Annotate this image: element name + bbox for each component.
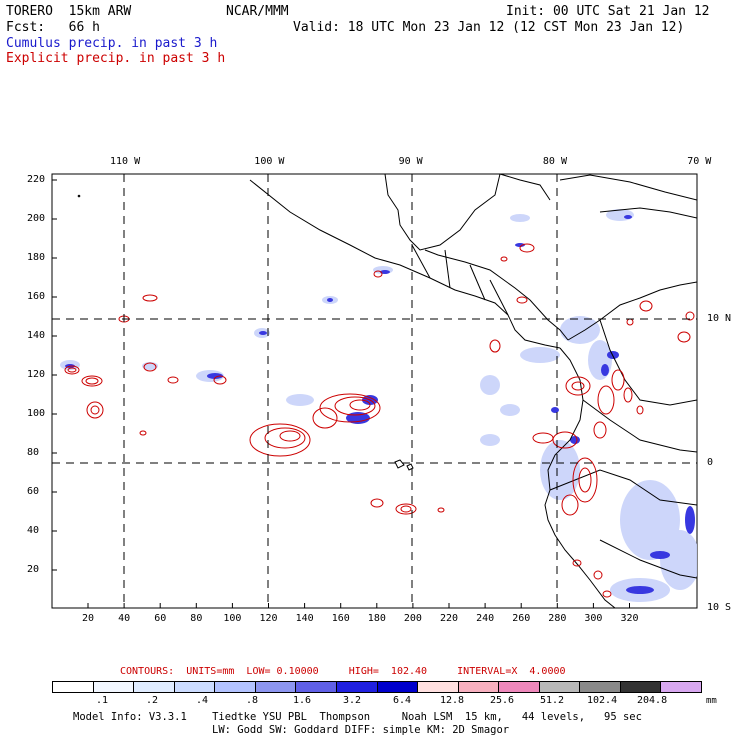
- x-tick-label: 320: [620, 613, 639, 624]
- graticule: [52, 174, 697, 608]
- colorbar-swatch: [93, 682, 135, 692]
- x-tick-label: 80: [190, 613, 203, 624]
- colorbar-label: 6.4: [393, 695, 412, 706]
- x-tick-label: 40: [118, 613, 131, 624]
- explicit-precip-contours: [64, 243, 695, 598]
- y-tick-label: 60: [27, 486, 40, 497]
- physics-info: LW: Godd SW: Goddard DIFF: simple KM: 2D…: [212, 724, 510, 736]
- latitude-label: 10 N: [707, 312, 732, 324]
- colorbar-units: mm: [706, 696, 717, 706]
- colorbar-swatch: [418, 682, 459, 692]
- explicit-precip-label: Explicit precip. in past 3 h: [6, 51, 226, 66]
- init-time: Init: 00 UTC Sat 21 Jan 12: [506, 4, 710, 19]
- y-tick-label: 20: [27, 564, 40, 575]
- map-frame: [51, 173, 698, 609]
- y-tick-label: 180: [27, 252, 46, 263]
- longitude-label: 110 W: [110, 156, 141, 167]
- latitude-label: 0: [707, 457, 714, 468]
- y-tick-label: 120: [27, 369, 46, 380]
- colorbar-label: 204.8: [637, 695, 668, 706]
- colorbar-label: 12.8: [440, 695, 465, 706]
- longitude-label: 90 W: [398, 156, 423, 167]
- y-tick-label: 40: [27, 525, 40, 536]
- latitude-label: 10 S: [707, 601, 732, 613]
- x-tick-label: 300: [584, 613, 603, 624]
- colorbar-swatch: [296, 682, 337, 692]
- x-tick-label: 260: [512, 613, 531, 624]
- cumulus-precip-field: [60, 209, 697, 602]
- model-title: TORERO 15km ARW: [6, 4, 132, 19]
- colorbar-swatch: [499, 682, 540, 692]
- x-tick-label: 160: [331, 613, 350, 624]
- cumulus-precip-label: Cumulus precip. in past 3 h: [6, 36, 218, 51]
- x-tick-label: 280: [548, 613, 567, 624]
- x-tick-label: 100: [223, 613, 242, 624]
- colorbar-swatch: [377, 682, 419, 692]
- coastlines: [77, 174, 697, 608]
- y-tick-label: 80: [27, 447, 40, 458]
- x-tick-label: 180: [367, 613, 386, 624]
- y-tick-label: 160: [27, 291, 46, 302]
- colorbar-swatch: [580, 682, 621, 692]
- forecast-hour: Fcst: 66 h: [6, 20, 100, 35]
- valid-time: Valid: 18 UTC Mon 23 Jan 12 (12 CST Mon …: [293, 20, 685, 35]
- colorbar-label: .1: [96, 695, 109, 706]
- x-tick-label: 60: [154, 613, 167, 624]
- center-name: NCAR/MMM: [226, 4, 289, 19]
- colorbar-swatch: [539, 682, 581, 692]
- colorbar-label: 3.2: [343, 695, 362, 706]
- colorbar-label: 102.4: [587, 695, 618, 706]
- colorbar-label: .4: [196, 695, 209, 706]
- colorbar: [52, 681, 702, 693]
- contour-info: CONTOURS: UNITS=mm LOW= 0.10000 HIGH= 10…: [120, 666, 566, 677]
- x-tick-label: 120: [259, 613, 278, 624]
- y-tick-label: 140: [27, 330, 46, 341]
- y-tick-label: 100: [27, 408, 46, 419]
- colorbar-label: .8: [246, 695, 259, 706]
- colorbar-swatch: [458, 682, 500, 692]
- colorbar-swatch: [661, 682, 701, 692]
- axis-ticks: [52, 179, 630, 608]
- colorbar-swatch: [620, 682, 662, 692]
- x-tick-label: 240: [476, 613, 495, 624]
- colorbar-label: 1.6: [293, 695, 312, 706]
- colorbar-swatch: [53, 682, 94, 692]
- colorbar-swatch: [336, 682, 378, 692]
- y-tick-label: 220: [27, 174, 46, 185]
- colorbar-swatch: [255, 682, 297, 692]
- longitude-label: 100 W: [254, 156, 285, 167]
- colorbar-label: .2: [146, 695, 159, 706]
- y-tick-label: 200: [27, 213, 46, 224]
- model-info: Model Info: V3.3.1 Tiedtke YSU PBL Thomp…: [73, 711, 642, 723]
- x-tick-label: 220: [440, 613, 459, 624]
- longitude-label: 80 W: [542, 156, 567, 167]
- colorbar-label: 51.2: [540, 695, 565, 706]
- x-tick-label: 20: [82, 613, 95, 624]
- colorbar-label: 25.6: [490, 695, 515, 706]
- longitude-label: 70 W: [687, 156, 712, 167]
- colorbar-swatch: [174, 682, 216, 692]
- colorbar-swatch: [134, 682, 175, 692]
- colorbar-swatch: [215, 682, 256, 692]
- x-tick-label: 200: [403, 613, 422, 624]
- x-tick-label: 140: [295, 613, 314, 624]
